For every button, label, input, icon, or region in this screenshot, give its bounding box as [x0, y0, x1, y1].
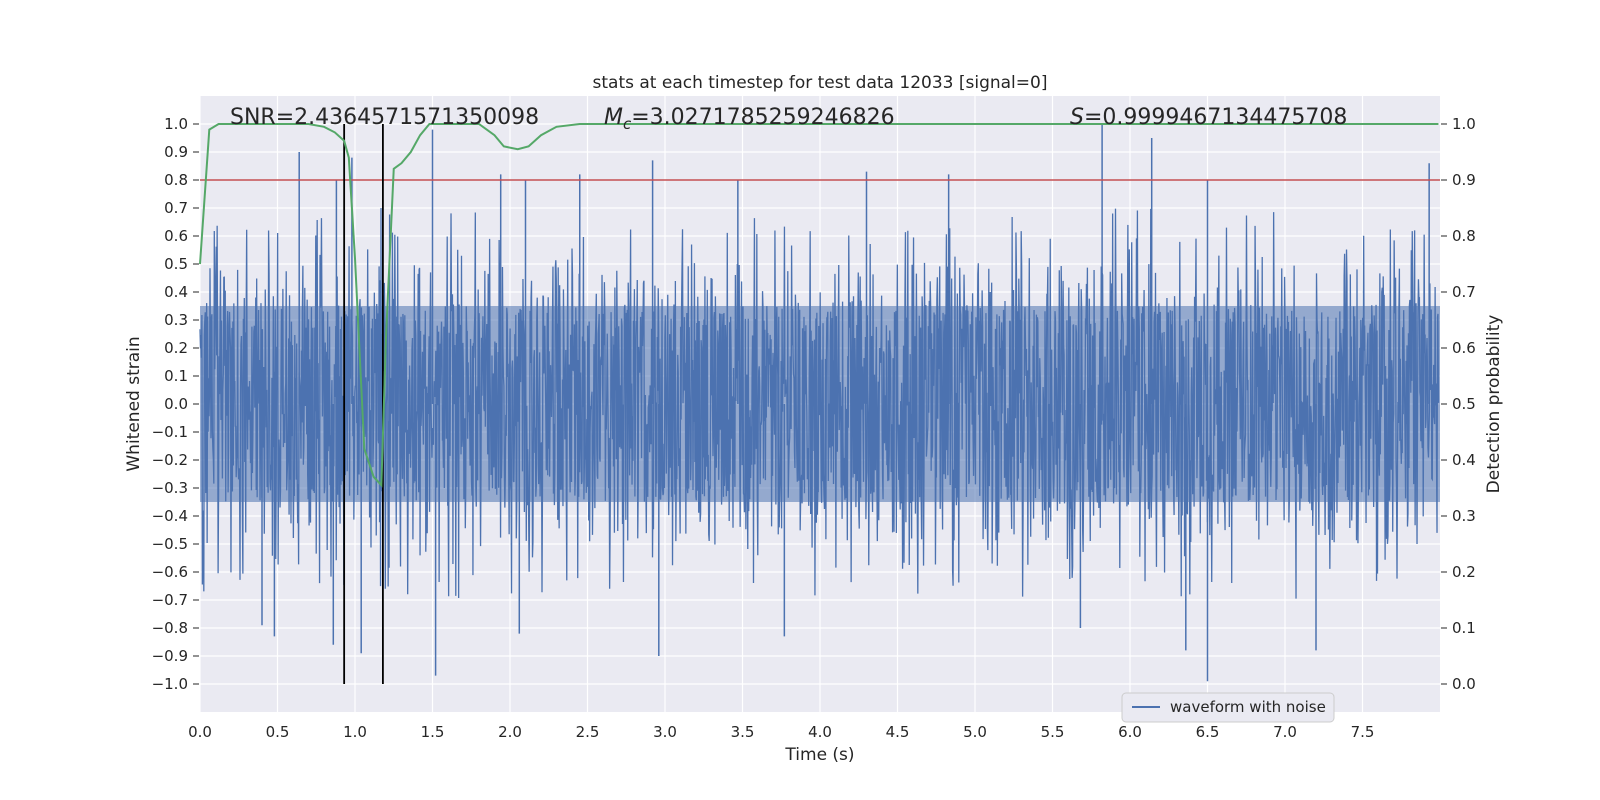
y-left-tick-label: −0.7	[152, 591, 188, 609]
probability-series	[199, 123, 1439, 488]
x-tick-label: 0.0	[188, 723, 212, 741]
x-tick-label: 6.5	[1196, 723, 1220, 741]
y-left-tick-label: 1.0	[164, 115, 188, 133]
mc-value: =3.0271785259246826	[631, 105, 894, 130]
x-axis-label: Time (s)	[784, 745, 854, 765]
chirp-mass-annotation: Mc=3.0271785259246826	[604, 105, 895, 133]
y-right-tick-label: 0.7	[1452, 283, 1476, 301]
x-tick-labels: 0.0 0.5 1.0 1.5 2.0 2.5 3.0 3.5 4.0 4.5 5.0 5.5 6.0 6…	[188, 723, 1374, 741]
legend-label: waveform with noise	[1170, 698, 1326, 716]
y-right-tick-label: 0.6	[1452, 339, 1476, 357]
chart-title: stats at each timestep for test data 120…	[593, 73, 1048, 93]
x-tick-label: 0.5	[266, 723, 290, 741]
mc-subscript: c	[623, 115, 632, 133]
x-tick-label: 7.0	[1273, 723, 1297, 741]
y-left-tick-label: 0.7	[164, 199, 188, 217]
x-tick-label: 5.0	[963, 723, 987, 741]
y-right-tick-label: 0.0	[1452, 675, 1476, 693]
waveform-series	[199, 124, 1440, 682]
x-tick-label: 6.0	[1118, 723, 1142, 741]
y-left-tick-label: 0.8	[164, 171, 188, 189]
y-left-tick-label: 0.9	[164, 143, 188, 161]
y-left-tick-label: 0.5	[164, 255, 188, 273]
y-left-tick-label: −1.0	[152, 675, 188, 693]
y-left-tick-label: −0.3	[152, 479, 188, 497]
x-tick-label: 2.5	[576, 723, 600, 741]
y-left-tick-label: 0.6	[164, 227, 188, 245]
y-left-tick-label: −0.1	[152, 423, 188, 441]
waveform-dense-band	[200, 306, 1440, 502]
x-tick-label: 2.0	[498, 723, 522, 741]
y-left-tick-label: −0.9	[152, 647, 188, 665]
y-left-tick-label: −0.8	[152, 619, 188, 637]
y-left-tick-label: 0.2	[164, 339, 188, 357]
x-tick-label: 3.5	[731, 723, 755, 741]
y-right-tick-label: 0.5	[1452, 395, 1476, 413]
x-tick-label: 1.5	[421, 723, 445, 741]
y-right-tick-label: 1.0	[1452, 115, 1476, 133]
y-left-tick-label: 0.3	[164, 311, 188, 329]
mc-symbol: M	[604, 105, 623, 130]
legend: waveform with noise	[1121, 692, 1335, 723]
y-left-tick-label: 0.1	[164, 367, 188, 385]
s-symbol: S	[1070, 105, 1084, 130]
x-tick-label: 4.5	[886, 723, 910, 741]
y-left-tick-label: −0.2	[152, 451, 188, 469]
legend-box	[1121, 692, 1335, 723]
s-value: =0.9999467134475708	[1084, 105, 1347, 130]
x-tick-label: 5.5	[1041, 723, 1065, 741]
y-left-tick-label: 0.4	[164, 283, 188, 301]
y-left-axis-label: Whitened strain	[124, 336, 144, 471]
y-right-tick-label: 0.3	[1452, 507, 1476, 525]
s-annotation: S=0.9999467134475708	[1070, 105, 1347, 130]
y-right-tick-label: 0.4	[1452, 451, 1476, 469]
y-right-tick-label: 0.8	[1452, 227, 1476, 245]
x-tick-label: 3.0	[653, 723, 677, 741]
y-left-tick-label: −0.6	[152, 563, 188, 581]
x-tick-label: 7.5	[1351, 723, 1375, 741]
y-right-tick-label: 0.9	[1452, 171, 1476, 189]
snr-annotation: SNR=2.4364571571350098	[230, 105, 539, 130]
x-tick-label: 4.0	[808, 723, 832, 741]
y-right-tick-label: 0.2	[1452, 563, 1476, 581]
y-left-tick-label: −0.5	[152, 535, 188, 553]
y-right-tick-labels: 1.0 0.9 0.8 0.7 0.6 0.5 0.4 0.3 0.2 0.1 0.0	[1441, 115, 1476, 693]
y-right-axis-label: Detection probability	[1484, 315, 1504, 494]
y-left-tick-label: 0.0	[164, 395, 188, 413]
y-left-tick-labels: 1.0 0.9 0.8 0.7 0.6 0.5 0.4 0.3 0.2 0.1 0.0 −0.1 −0.…	[152, 115, 199, 693]
y-left-tick-label: −0.4	[152, 507, 188, 525]
y-right-tick-label: 0.1	[1452, 619, 1476, 637]
x-tick-label: 1.0	[343, 723, 367, 741]
probability-line	[199, 123, 1439, 488]
